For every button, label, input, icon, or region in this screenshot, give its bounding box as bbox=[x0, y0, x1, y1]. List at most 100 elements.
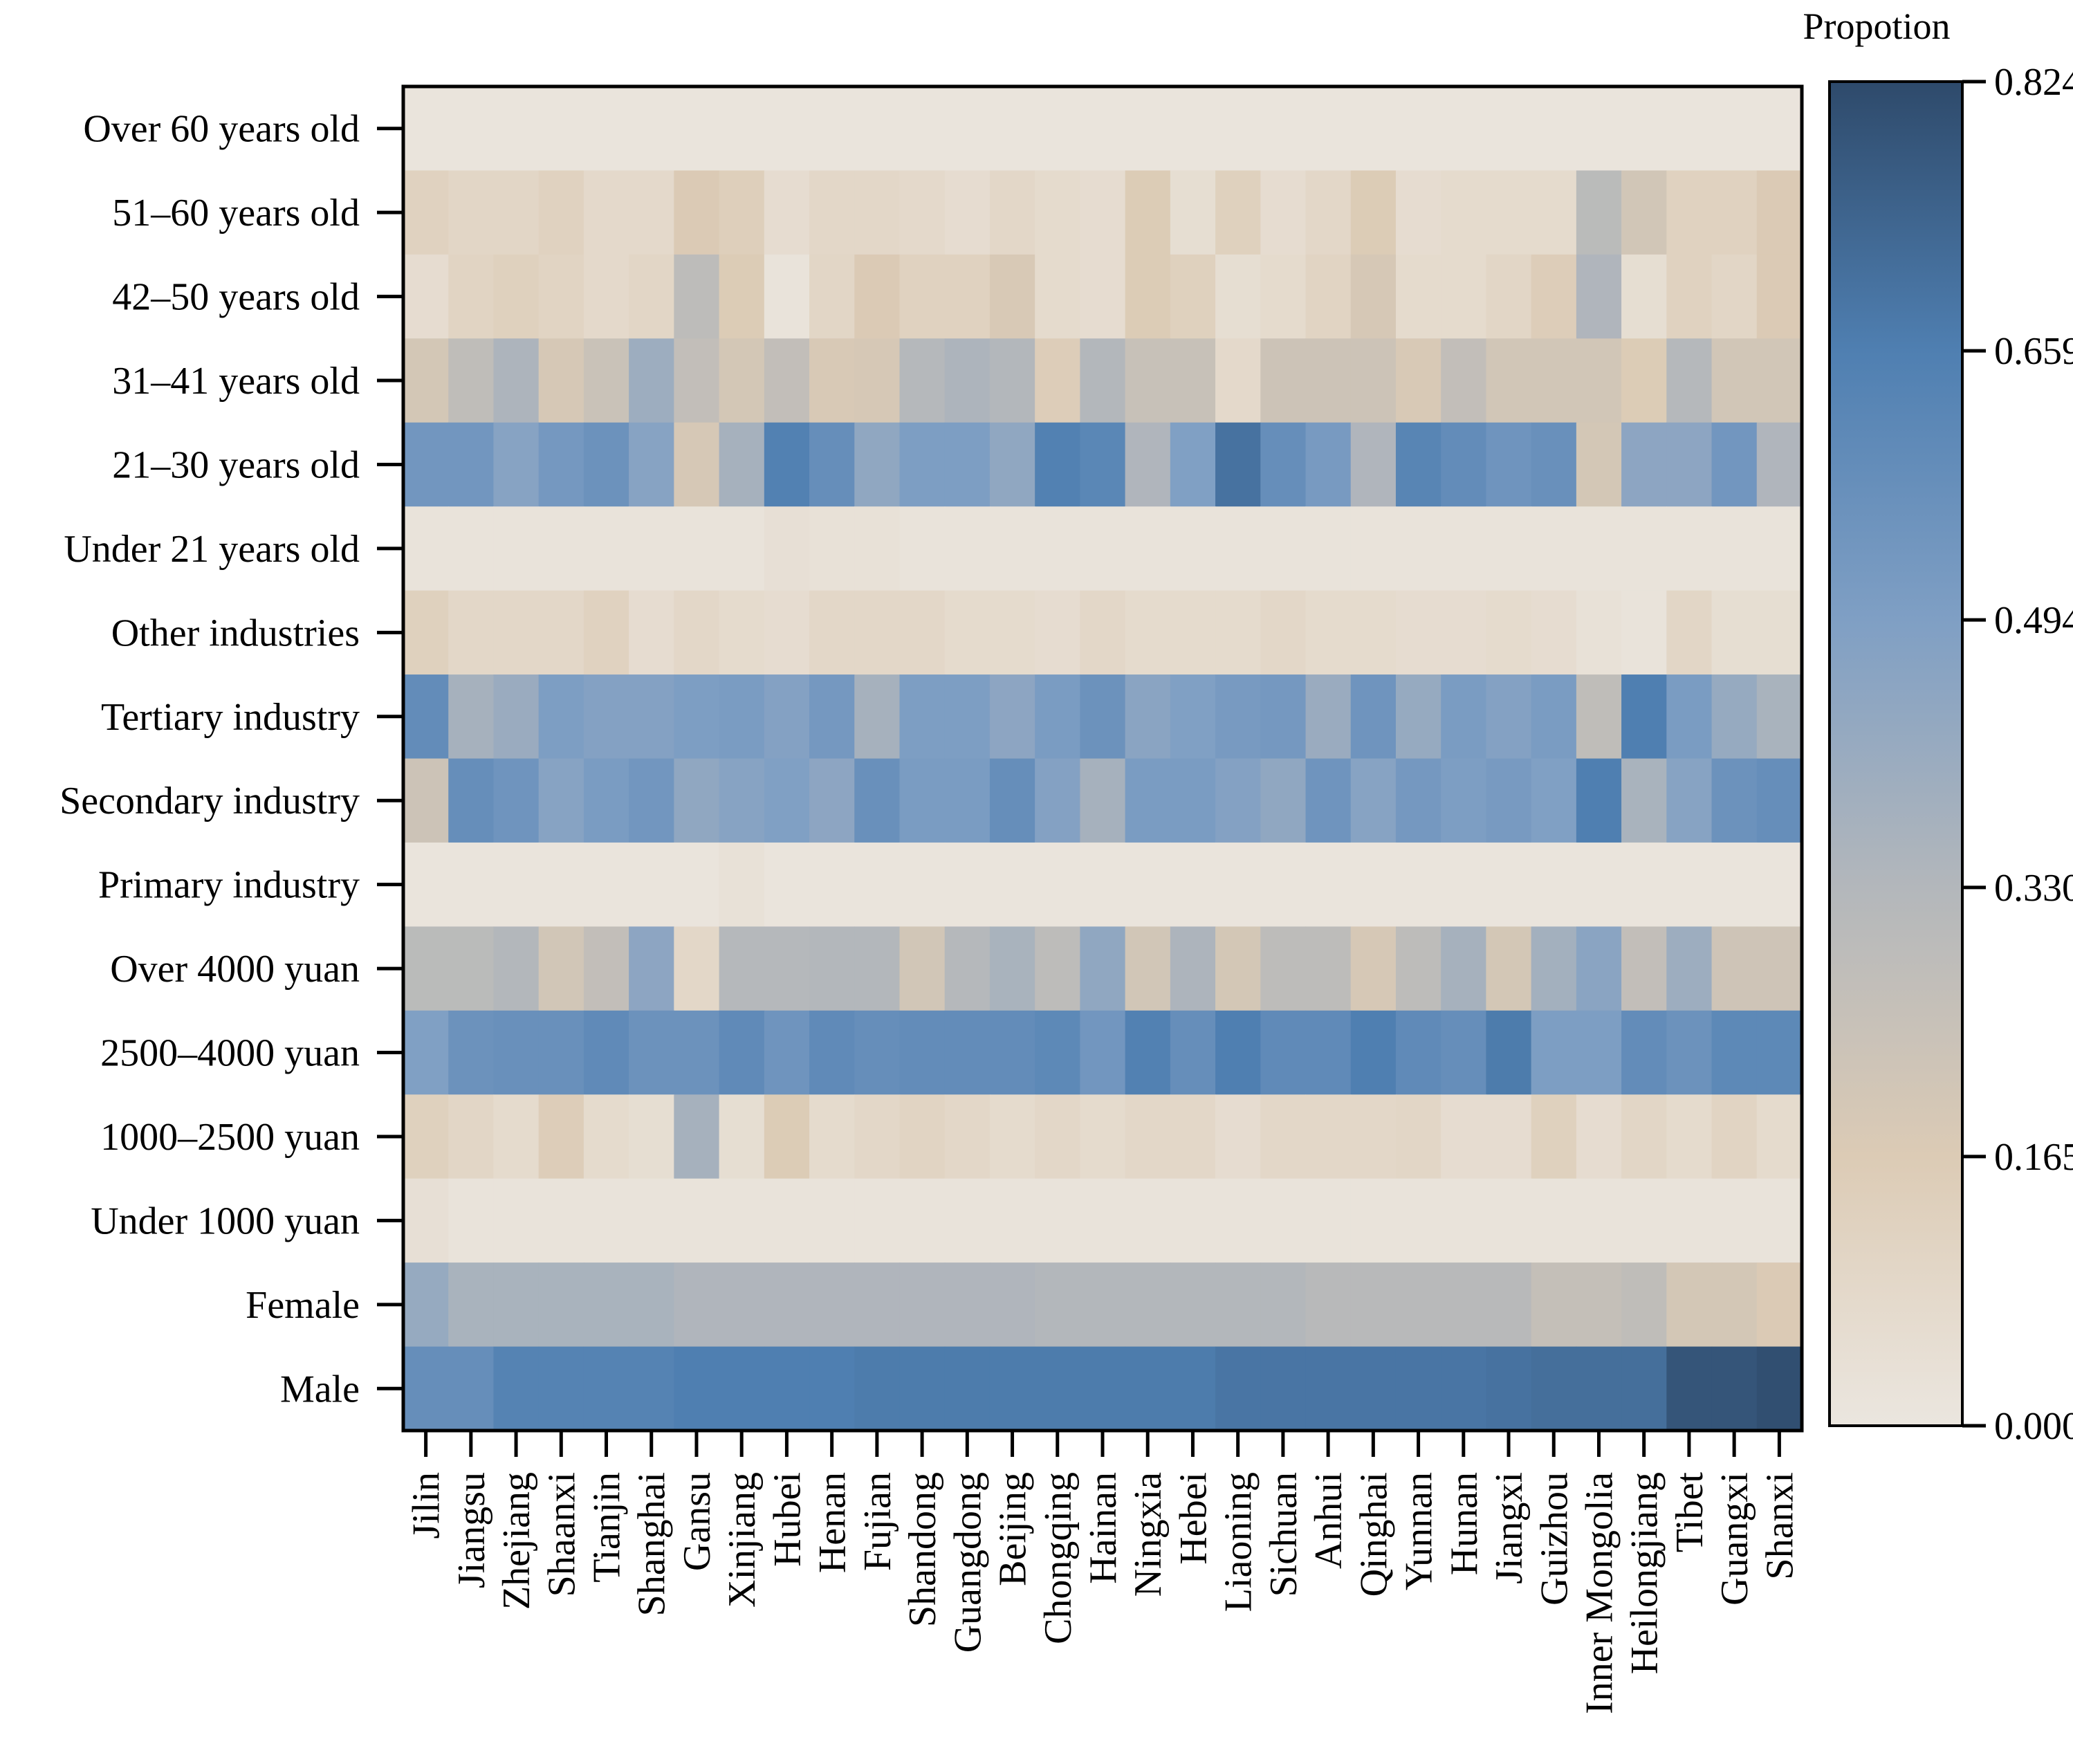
heatmap-cell bbox=[583, 926, 629, 1011]
y-tick-label: 42–50 years old bbox=[112, 276, 360, 319]
heatmap-cell bbox=[629, 1094, 674, 1179]
heatmap-cell bbox=[1441, 1010, 1487, 1095]
heatmap-cell bbox=[944, 170, 991, 255]
heatmap-cell bbox=[583, 422, 629, 507]
heatmap-cell bbox=[493, 422, 540, 507]
heatmap-cell bbox=[944, 1094, 991, 1179]
x-tick-label: Hubei bbox=[766, 1472, 809, 1567]
heatmap-cell bbox=[1756, 170, 1803, 255]
heatmap-cell bbox=[1125, 1178, 1171, 1263]
heatmap-cell bbox=[1486, 1346, 1532, 1431]
heatmap-cell bbox=[629, 506, 674, 591]
heatmap-cell bbox=[1305, 1262, 1352, 1348]
heatmap-cell bbox=[1756, 86, 1803, 172]
heatmap-cell bbox=[1080, 338, 1126, 423]
heatmap-cell bbox=[989, 338, 1035, 423]
heatmap-cell bbox=[854, 1178, 901, 1263]
heatmap-cell bbox=[1395, 1346, 1441, 1431]
heatmap-cell bbox=[764, 506, 810, 591]
heatmap-cell bbox=[899, 1010, 946, 1095]
heatmap-cell bbox=[1395, 926, 1441, 1011]
heatmap-cell bbox=[1486, 1010, 1532, 1095]
heatmap-cell bbox=[1576, 590, 1622, 675]
heatmap-cell bbox=[1305, 1178, 1352, 1263]
heatmap-cell bbox=[1260, 590, 1307, 675]
x-tick-label: Heilongjiang bbox=[1623, 1472, 1666, 1674]
heatmap-cell bbox=[629, 422, 674, 507]
heatmap-cell bbox=[1260, 1094, 1307, 1179]
heatmap-cell bbox=[809, 1346, 855, 1431]
heatmap-cell bbox=[493, 674, 540, 760]
heatmap-cell bbox=[854, 170, 901, 255]
heatmap-cell bbox=[448, 506, 495, 591]
heatmap-cell bbox=[1441, 506, 1487, 591]
heatmap-cell bbox=[1441, 674, 1487, 760]
heatmap-cell bbox=[403, 338, 449, 423]
heatmap-cell bbox=[1756, 842, 1803, 927]
heatmap-cell bbox=[854, 1346, 901, 1431]
heatmap-cell bbox=[1350, 674, 1397, 760]
heatmap-cell bbox=[674, 926, 720, 1011]
heatmap-cell bbox=[989, 1010, 1035, 1095]
y-tick-label: Male bbox=[280, 1368, 360, 1411]
heatmap-cell bbox=[764, 1346, 810, 1431]
y-tick-label: Under 21 years old bbox=[64, 528, 360, 571]
heatmap-cell bbox=[719, 926, 765, 1011]
heatmap-cell bbox=[1035, 1178, 1080, 1263]
heatmap-cell bbox=[1350, 590, 1397, 675]
heatmap-cell bbox=[1531, 1346, 1577, 1431]
heatmap-cell bbox=[764, 1094, 810, 1179]
heatmap-cell bbox=[1305, 422, 1352, 507]
heatmap-cell bbox=[1215, 1262, 1261, 1348]
y-tick-label: Female bbox=[246, 1284, 360, 1327]
heatmap-cell bbox=[854, 926, 901, 1011]
heatmap-cell bbox=[1531, 842, 1577, 927]
heatmap-cell bbox=[1576, 1178, 1622, 1263]
heatmap-cell bbox=[674, 674, 720, 760]
heatmap-cell bbox=[989, 590, 1035, 675]
heatmap-cell bbox=[764, 758, 810, 843]
heatmap-cell bbox=[674, 1178, 720, 1263]
heatmap-cell bbox=[1486, 674, 1532, 760]
heatmap-cell bbox=[1486, 254, 1532, 339]
heatmap-cell bbox=[1666, 674, 1713, 760]
heatmap-cell bbox=[1170, 254, 1216, 339]
heatmap-cell bbox=[854, 590, 901, 675]
heatmap-cell bbox=[1170, 590, 1216, 675]
heatmap-cell bbox=[1531, 1094, 1577, 1179]
heatmap-cell bbox=[1080, 506, 1126, 591]
heatmap-cell bbox=[1441, 338, 1487, 423]
x-tick-label: Shanghai bbox=[631, 1472, 674, 1616]
colorbar-tick-label: 0.659 bbox=[1994, 330, 2073, 373]
heatmap-cell bbox=[1350, 422, 1397, 507]
heatmap-cell bbox=[854, 254, 901, 339]
heatmap-cell bbox=[944, 86, 991, 172]
heatmap-cell bbox=[719, 1178, 765, 1263]
heatmap-cell bbox=[1215, 170, 1261, 255]
heatmap-cell bbox=[944, 506, 991, 591]
heatmap-cell bbox=[1125, 926, 1171, 1011]
x-tick-label: Jilin bbox=[405, 1472, 448, 1538]
heatmap-cell bbox=[1756, 254, 1803, 339]
heatmap-cell bbox=[1350, 1346, 1397, 1431]
heatmap-cell bbox=[403, 758, 449, 843]
colorbar-tick-label: 0.330 bbox=[1994, 867, 2073, 910]
heatmap-cell bbox=[1486, 506, 1532, 591]
heatmap-cell bbox=[899, 338, 946, 423]
heatmap-cell bbox=[854, 1094, 901, 1179]
heatmap-cell bbox=[1576, 170, 1622, 255]
heatmap-cell bbox=[1170, 1178, 1216, 1263]
heatmap-cell bbox=[1035, 590, 1080, 675]
heatmap-cell bbox=[989, 1346, 1035, 1431]
heatmap-cell bbox=[1441, 842, 1487, 927]
heatmap-cell bbox=[1711, 842, 1758, 927]
x-tick-label: Sichuan bbox=[1262, 1472, 1305, 1597]
heatmap-cell bbox=[1756, 758, 1803, 843]
heatmap-cell bbox=[1125, 1262, 1171, 1348]
heatmap-cell bbox=[1080, 1262, 1126, 1348]
heatmap-cell bbox=[899, 506, 946, 591]
y-axis: Over 60 years old 51–60 years old 42–50 ye… bbox=[59, 108, 403, 1411]
heatmap-cell bbox=[1576, 1346, 1622, 1431]
heatmap-cell bbox=[1486, 1262, 1532, 1348]
heatmap-cell bbox=[583, 506, 629, 591]
